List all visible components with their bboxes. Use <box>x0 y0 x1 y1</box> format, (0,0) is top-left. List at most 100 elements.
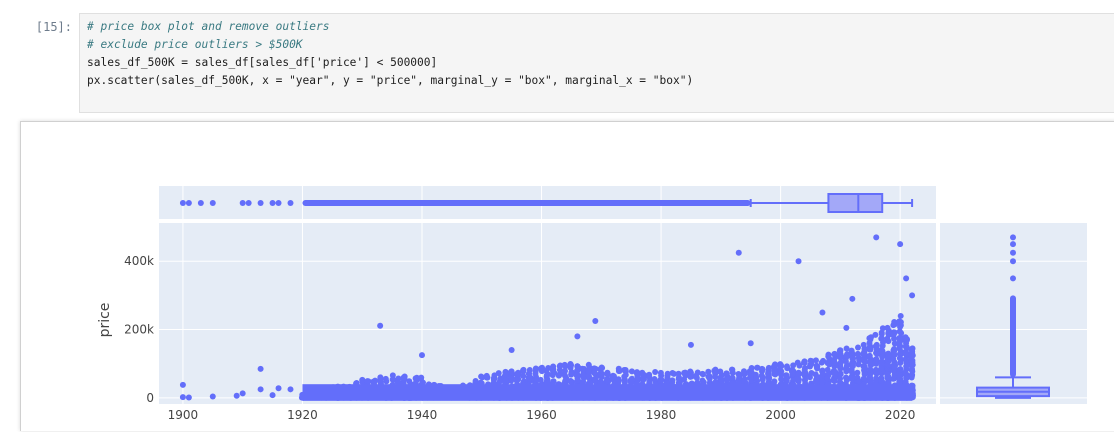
data-point <box>490 375 497 382</box>
data-point <box>878 365 885 372</box>
data-point <box>573 372 580 379</box>
data-point <box>884 361 891 368</box>
data-point <box>873 346 880 353</box>
data-point <box>896 337 903 344</box>
data-point <box>657 369 664 376</box>
data-point <box>891 335 898 342</box>
data-point <box>860 375 867 382</box>
marginal-x-outlier <box>287 200 294 206</box>
data-point <box>585 372 592 379</box>
data-point <box>418 374 425 381</box>
data-point <box>843 368 850 375</box>
data-point <box>209 393 216 400</box>
data-point <box>812 378 819 385</box>
data-point <box>849 355 856 362</box>
data-point <box>878 331 885 338</box>
data-point <box>521 378 528 385</box>
data-point <box>495 370 502 377</box>
data-point <box>849 295 856 302</box>
data-point <box>729 366 736 373</box>
data-point <box>796 362 803 369</box>
marginal-x-outlier <box>245 200 252 206</box>
data-point <box>861 363 868 370</box>
data-point <box>670 370 677 377</box>
marginal-x-box-body <box>827 193 884 213</box>
data-point <box>736 372 743 379</box>
data-point <box>897 366 904 373</box>
data-point <box>257 386 264 393</box>
data-point <box>814 365 821 372</box>
data-point <box>867 346 874 353</box>
data-point <box>418 352 425 359</box>
data-point <box>765 372 772 379</box>
data-point <box>621 379 628 386</box>
data-point <box>884 373 891 380</box>
cell-prompt: [15]: <box>35 20 72 34</box>
data-point <box>896 318 903 325</box>
data-point <box>842 358 849 365</box>
data-point <box>837 375 844 382</box>
data-point <box>574 367 581 374</box>
data-point <box>860 351 867 358</box>
x-tick-label: 1900 <box>168 408 199 422</box>
data-point <box>772 367 779 374</box>
y-tick-label: 200k <box>124 323 154 337</box>
data-point <box>377 374 384 381</box>
data-point <box>639 371 646 378</box>
data-point <box>592 376 599 383</box>
y-tick-label: 400k <box>124 254 154 268</box>
data-point <box>855 344 862 351</box>
code-cell-input[interactable]: # price box plot and remove outliers # e… <box>79 13 1114 113</box>
data-point <box>699 377 706 384</box>
data-point <box>555 372 562 379</box>
data-point <box>592 318 599 325</box>
data-point <box>903 363 910 370</box>
data-point <box>836 348 843 355</box>
data-point <box>831 350 838 357</box>
data-point <box>389 376 396 383</box>
data-point <box>837 360 844 367</box>
data-point <box>778 376 785 383</box>
data-point <box>233 392 240 399</box>
data-point <box>874 351 881 358</box>
data-point <box>483 372 490 379</box>
data-point <box>712 370 719 377</box>
data-point <box>508 347 515 354</box>
data-point <box>598 364 605 371</box>
data-point <box>561 368 568 375</box>
marginal-x-outlier <box>275 200 282 206</box>
data-point <box>866 335 873 342</box>
data-point <box>759 365 766 372</box>
data-point <box>884 335 891 342</box>
marginal-y-outlier <box>1010 234 1016 241</box>
data-point <box>615 367 622 374</box>
data-point <box>753 375 760 382</box>
data-point <box>891 351 898 358</box>
y-tick-label: 0 <box>146 391 154 405</box>
data-point <box>794 376 801 383</box>
data-point <box>275 385 282 392</box>
data-point <box>651 376 658 383</box>
data-point <box>896 343 903 350</box>
data-point <box>664 374 671 381</box>
data-point <box>838 353 845 360</box>
data-point <box>843 345 850 352</box>
data-point <box>538 368 545 375</box>
data-point <box>520 372 527 379</box>
data-point <box>897 360 904 367</box>
data-point <box>729 374 736 381</box>
data-point <box>854 369 861 376</box>
data-point <box>705 368 712 375</box>
data-point <box>567 378 574 385</box>
data-point <box>795 258 802 265</box>
data-point <box>789 367 796 374</box>
data-point <box>902 369 909 376</box>
data-point <box>580 367 587 374</box>
data-point <box>909 368 916 375</box>
data-point <box>532 370 539 377</box>
data-point <box>891 318 898 325</box>
data-point <box>400 376 407 383</box>
data-point <box>819 371 826 378</box>
data-point <box>646 373 653 380</box>
data-point <box>843 374 850 381</box>
